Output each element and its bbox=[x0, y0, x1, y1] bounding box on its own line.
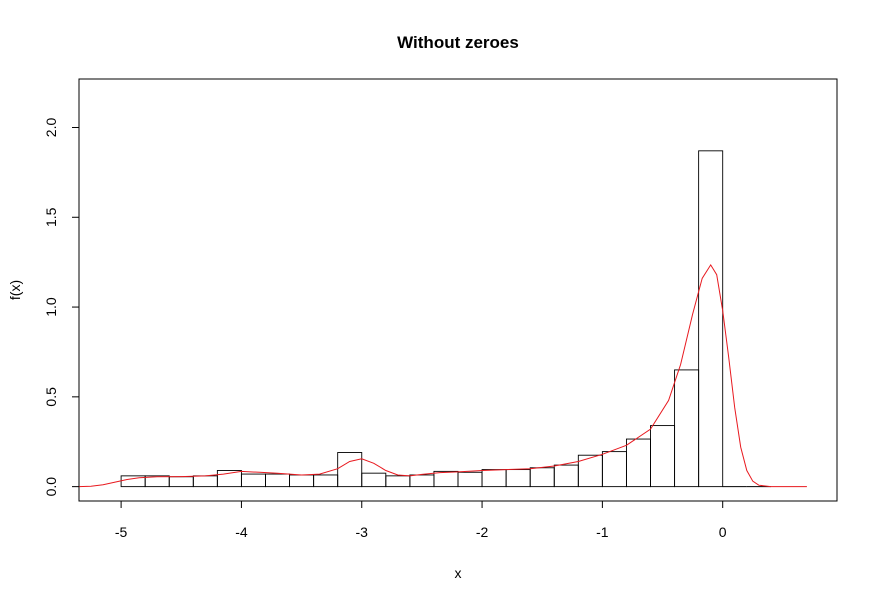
x-tick-label: 0 bbox=[719, 524, 727, 540]
x-tick-label: -5 bbox=[115, 524, 128, 540]
histogram-bar bbox=[698, 150, 724, 488]
y-tick-label: 1.5 bbox=[43, 207, 59, 227]
histogram-bar bbox=[457, 471, 483, 488]
histogram-bar bbox=[481, 469, 507, 488]
histogram-bar bbox=[361, 472, 387, 488]
histogram-bar bbox=[265, 473, 291, 488]
x-axis-label: x bbox=[455, 565, 462, 581]
y-axis: 0.0 0.5 1.0 1.5 2.0 bbox=[43, 118, 80, 497]
histogram-bar bbox=[168, 476, 194, 488]
y-tick-label: 1.0 bbox=[43, 297, 59, 317]
histogram-bar bbox=[385, 475, 411, 488]
x-axis: -5 -4 -3 -2 -1 0 bbox=[115, 500, 727, 540]
x-tick-label: -4 bbox=[235, 524, 248, 540]
histogram-bar bbox=[505, 469, 531, 488]
histogram-bar bbox=[240, 473, 266, 488]
histogram-bar bbox=[650, 425, 676, 488]
histogram-bar bbox=[553, 464, 579, 488]
y-tick-label: 0.0 bbox=[43, 477, 59, 497]
y-tick-label: 0.5 bbox=[43, 387, 59, 407]
x-tick-label: -1 bbox=[596, 524, 609, 540]
y-tick-label: 2.0 bbox=[43, 118, 59, 138]
histogram-bar bbox=[601, 451, 627, 488]
histogram-bar bbox=[409, 474, 435, 488]
histogram-bars bbox=[120, 150, 771, 488]
y-axis-label: f(x) bbox=[7, 280, 23, 300]
histogram-bar bbox=[625, 438, 651, 488]
histogram-bar bbox=[337, 452, 363, 488]
histogram-bar bbox=[289, 474, 315, 488]
x-tick-label: -3 bbox=[356, 524, 369, 540]
histogram-bar bbox=[529, 467, 555, 488]
histogram-bar bbox=[674, 369, 700, 488]
x-tick-label: -2 bbox=[476, 524, 489, 540]
histogram-bar bbox=[433, 470, 459, 488]
plot-frame bbox=[78, 78, 838, 502]
histogram-bar bbox=[313, 474, 339, 488]
histogram-bar bbox=[192, 475, 218, 488]
density-curve bbox=[78, 263, 807, 488]
chart-title: Without zeroes bbox=[397, 33, 519, 52]
